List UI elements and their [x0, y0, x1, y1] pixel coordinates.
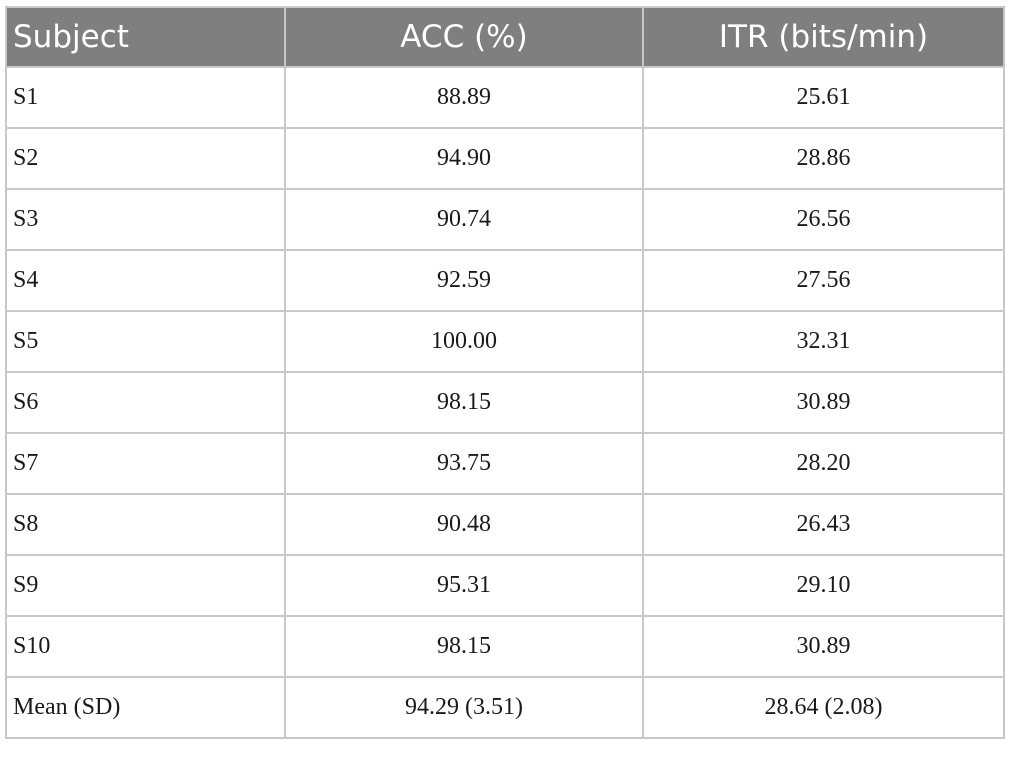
cell-subject: S3 [5, 188, 286, 251]
cell-itr: 25.61 [642, 66, 1005, 129]
table-row: S6 98.15 30.89 [5, 371, 1005, 434]
cell-subject: S8 [5, 493, 286, 556]
cell-acc: 90.48 [284, 493, 644, 556]
cell-acc-mean: 94.29 (3.51) [284, 676, 644, 739]
table-row: S5 100.00 32.31 [5, 310, 1005, 373]
cell-acc: 90.74 [284, 188, 644, 251]
header-row: Subject ACC (%) ITR (bits/min) [5, 6, 1005, 68]
cell-itr: 27.56 [642, 249, 1005, 312]
table-body: S1 88.89 25.61 S2 94.90 28.86 S3 90.74 2… [5, 66, 1005, 739]
header-itr: ITR (bits/min) [642, 6, 1005, 68]
cell-itr: 30.89 [642, 371, 1005, 434]
cell-acc: 98.15 [284, 615, 644, 678]
cell-acc: 93.75 [284, 432, 644, 495]
header-subject: Subject [5, 6, 286, 68]
cell-itr: 26.56 [642, 188, 1005, 251]
cell-itr-mean: 28.64 (2.08) [642, 676, 1005, 739]
cell-itr: 28.86 [642, 127, 1005, 190]
cell-itr: 32.31 [642, 310, 1005, 373]
cell-itr: 29.10 [642, 554, 1005, 617]
table-row: S8 90.48 26.43 [5, 493, 1005, 556]
cell-acc: 98.15 [284, 371, 644, 434]
cell-subject: S9 [5, 554, 286, 617]
cell-subject: S10 [5, 615, 286, 678]
table-row: S9 95.31 29.10 [5, 554, 1005, 617]
cell-subject: S7 [5, 432, 286, 495]
table-row: S1 88.89 25.61 [5, 66, 1005, 129]
cell-itr: 26.43 [642, 493, 1005, 556]
results-table: Subject ACC (%) ITR (bits/min) S1 88.89 … [5, 6, 1005, 739]
table-row: S10 98.15 30.89 [5, 615, 1005, 678]
summary-row: Mean (SD) 94.29 (3.51) 28.64 (2.08) [5, 676, 1005, 739]
cell-subject: S6 [5, 371, 286, 434]
cell-itr: 28.20 [642, 432, 1005, 495]
table-header: Subject ACC (%) ITR (bits/min) [5, 6, 1005, 68]
cell-acc: 88.89 [284, 66, 644, 129]
table-row: S3 90.74 26.56 [5, 188, 1005, 251]
cell-summary-label: Mean (SD) [5, 676, 286, 739]
cell-acc: 94.90 [284, 127, 644, 190]
table-row: S4 92.59 27.56 [5, 249, 1005, 312]
cell-subject: S4 [5, 249, 286, 312]
table-row: S2 94.90 28.86 [5, 127, 1005, 190]
cell-subject: S2 [5, 127, 286, 190]
cell-itr: 30.89 [642, 615, 1005, 678]
cell-acc: 100.00 [284, 310, 644, 373]
cell-acc: 92.59 [284, 249, 644, 312]
table-row: S7 93.75 28.20 [5, 432, 1005, 495]
cell-acc: 95.31 [284, 554, 644, 617]
cell-subject: S5 [5, 310, 286, 373]
cell-subject: S1 [5, 66, 286, 129]
header-acc: ACC (%) [284, 6, 644, 68]
